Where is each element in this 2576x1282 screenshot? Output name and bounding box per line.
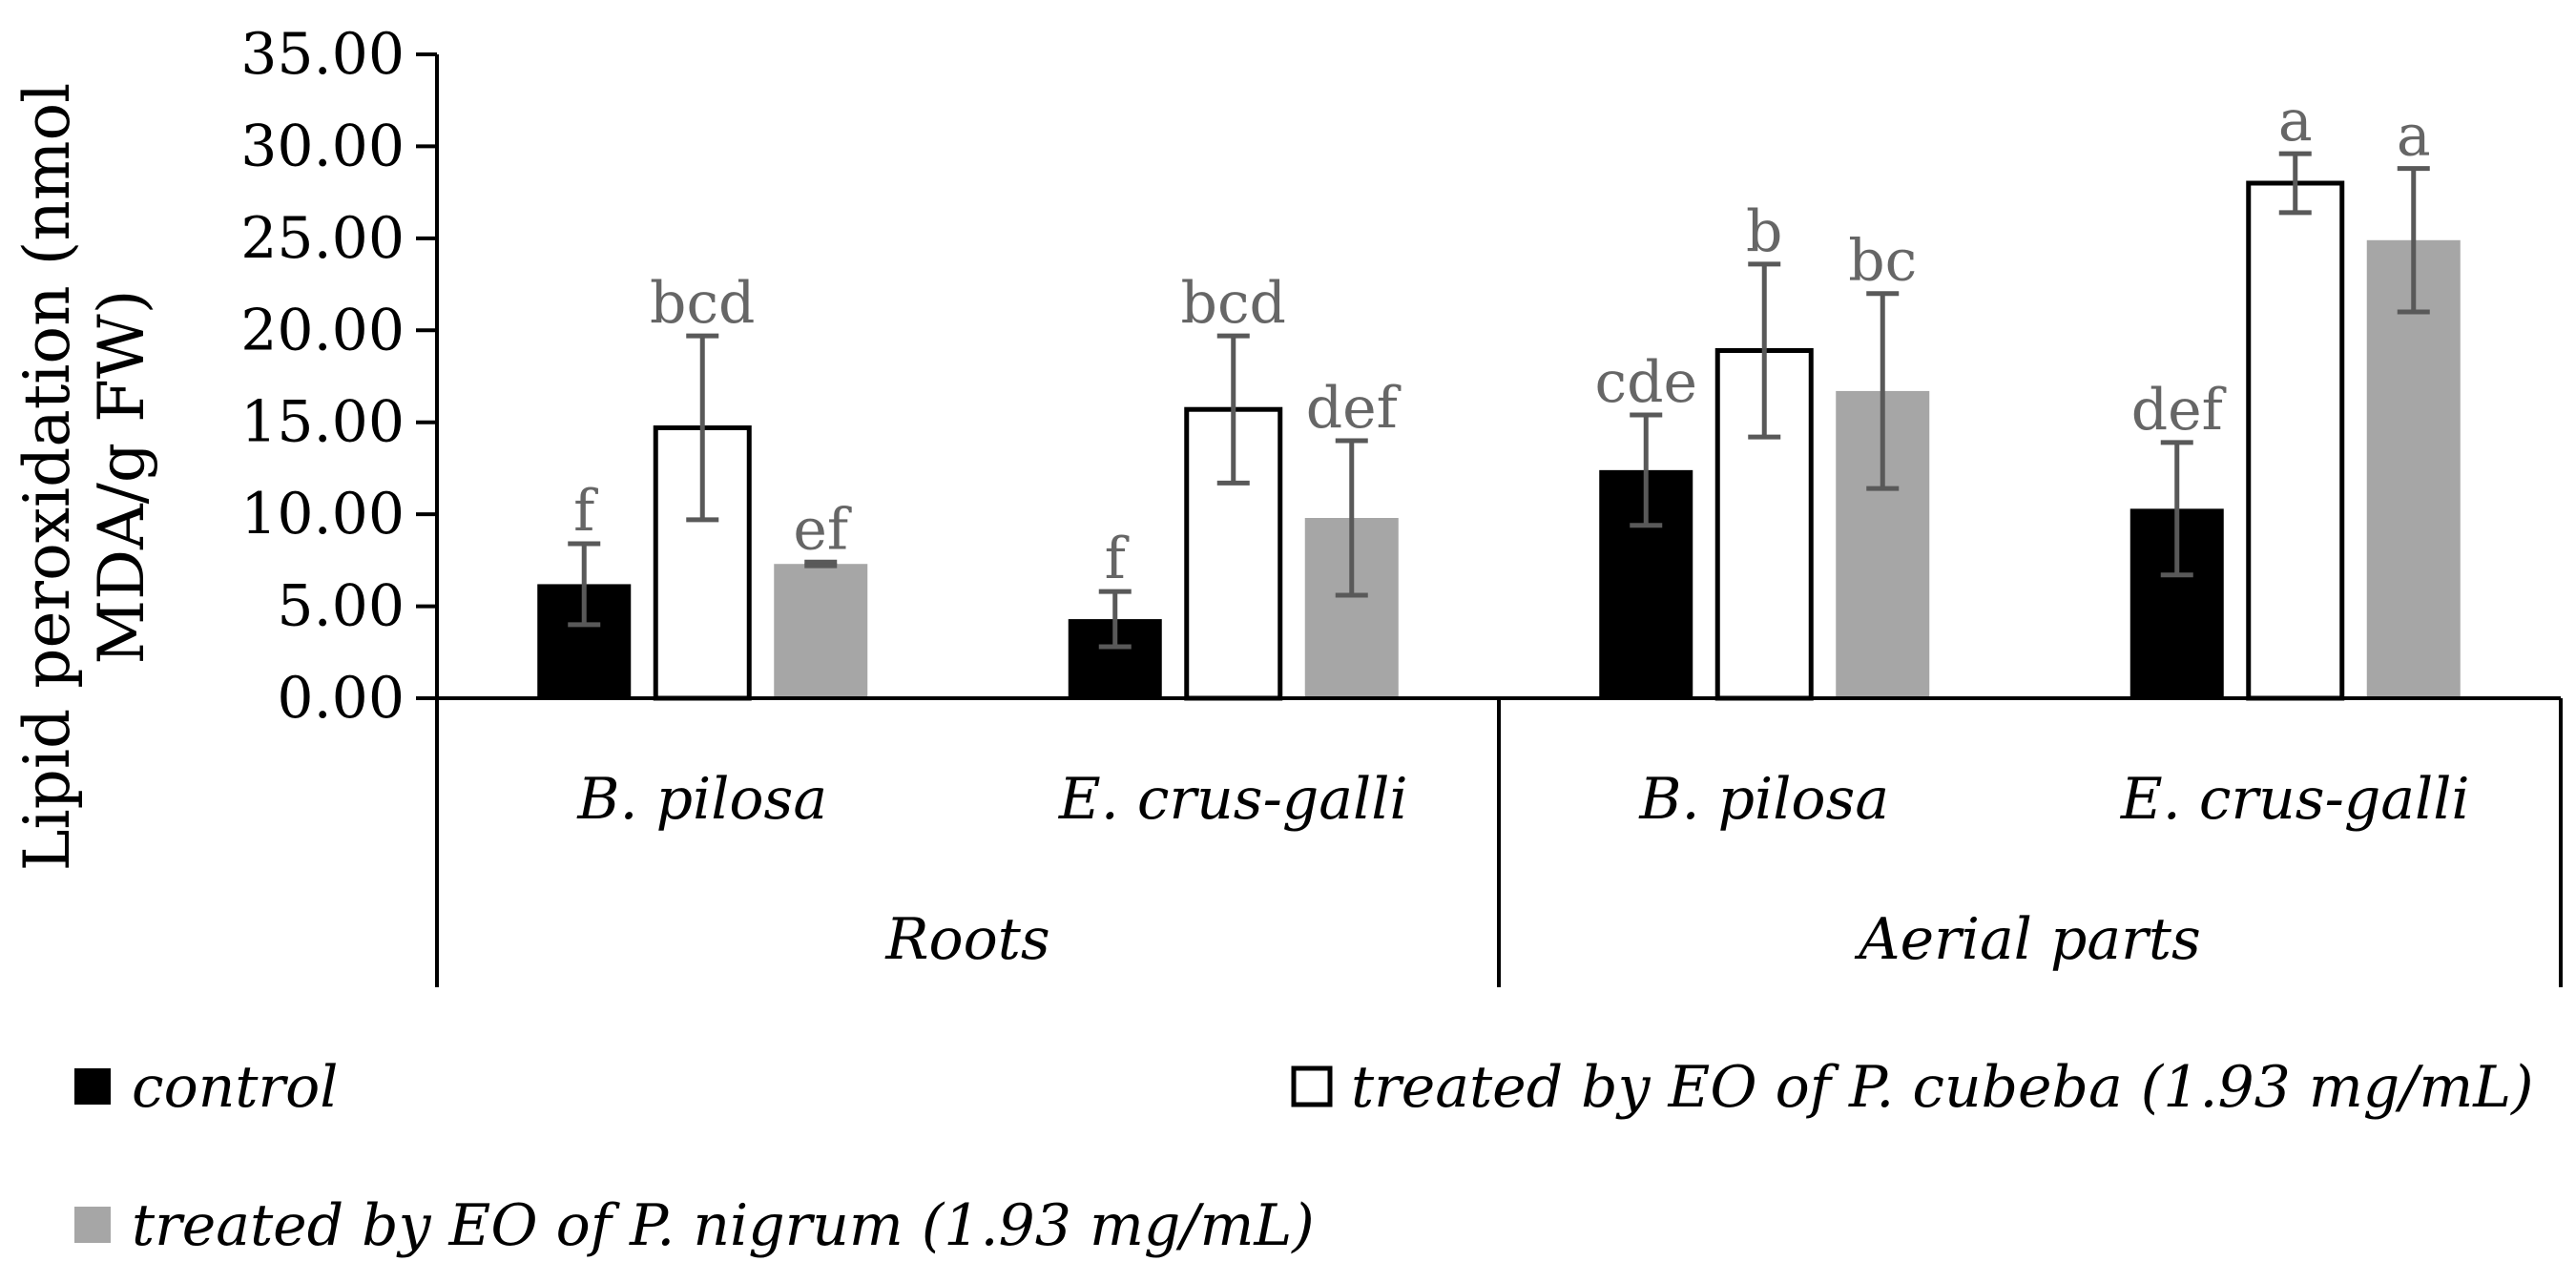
significance-label: bcd <box>1181 270 1286 337</box>
legend-swatch <box>74 1068 111 1105</box>
significance-label: def <box>2131 377 2227 444</box>
category-label: B. pilosa <box>1638 766 1889 833</box>
legend-swatch <box>74 1207 111 1243</box>
group-label: Roots <box>884 906 1049 973</box>
significance-label: f <box>573 478 598 545</box>
significance-label: a <box>2397 103 2431 170</box>
bar <box>2366 239 2461 699</box>
y-tick-label: 0.00 <box>277 665 405 732</box>
bar <box>774 564 868 698</box>
significance-label: ef <box>793 496 852 563</box>
y-axis-label: Lipid peroxidation (nmol MDA/g FW) <box>10 83 158 872</box>
y-axis-label-line2: MDA/g FW) <box>85 289 158 664</box>
category-label: E. crus-galli <box>1058 766 1408 833</box>
y-tick-label: 5.00 <box>277 573 405 640</box>
significance-label: f <box>1105 526 1130 592</box>
y-tick-label: 15.00 <box>240 389 405 456</box>
category-label: E. crus-galli <box>2120 766 2470 833</box>
legend: control treated by EO of P. cubeba (1.93 … <box>74 1054 2534 1259</box>
legend-label: control <box>132 1054 338 1121</box>
significance-label: b <box>1746 198 1782 265</box>
significance-label: def <box>1306 375 1402 442</box>
y-axis: 0.00 5.00 10.00 15.00 20.00 25.00 30.00 35.00 <box>240 21 439 732</box>
legend-label: treated by EO of P. nigrum (1.93 mg/mL) <box>132 1192 1315 1259</box>
y-tick-label: 35.00 <box>240 21 405 88</box>
bars <box>537 180 2461 701</box>
category-label: B. pilosa <box>576 766 827 833</box>
bar <box>2246 180 2345 701</box>
y-tick-label: 20.00 <box>240 297 405 363</box>
significance-label: bcd <box>650 270 755 337</box>
x-axis: B. pilosa E. crus-galli B. pilosa E. crus-g… <box>435 696 2563 987</box>
group-label: Aerial parts <box>1854 906 2201 973</box>
legend-label: treated by EO of P. cubeba (1.93 mg/mL) <box>1351 1054 2534 1121</box>
significance-label: a <box>2278 88 2313 155</box>
y-tick-label: 10.00 <box>240 481 405 548</box>
error-bars <box>568 151 2430 650</box>
significance-label: bc <box>1848 228 1917 295</box>
significance-label: cde <box>1594 349 1697 416</box>
y-tick-label: 30.00 <box>240 113 405 179</box>
legend-swatch <box>1291 1065 1333 1107</box>
y-axis-label-line1: Lipid peroxidation (nmol <box>10 83 84 872</box>
y-tick-label: 25.00 <box>240 205 405 272</box>
